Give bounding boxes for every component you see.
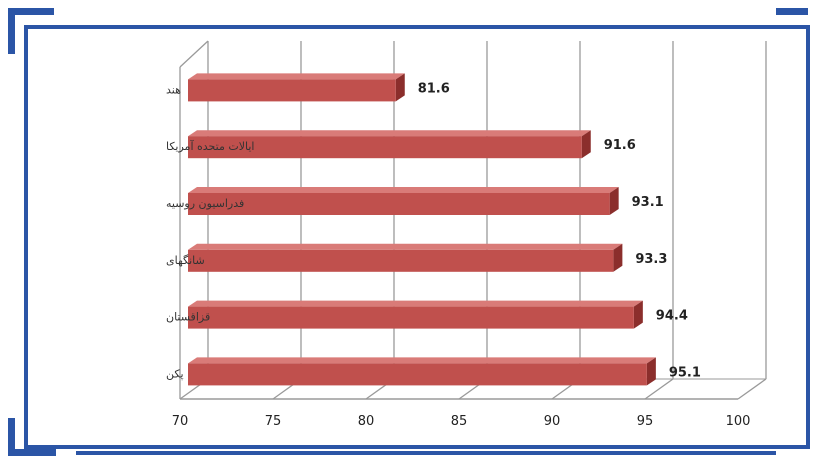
frame-corner-bottom-left-h	[8, 449, 56, 456]
data-label: 93.1	[632, 195, 664, 210]
x-tick-label: 95	[637, 414, 654, 429]
x-tick-label: 85	[451, 414, 468, 429]
category-label: فدراسیون روسیه	[166, 197, 244, 210]
bar-top-face	[188, 73, 405, 80]
bar-side-face	[581, 130, 591, 159]
left-wall-top-edge	[179, 40, 209, 68]
bar-front-face	[188, 306, 634, 329]
bar-front-face	[188, 363, 647, 386]
x-tick-label: 100	[726, 414, 751, 429]
frame-corner-top-right	[776, 8, 808, 15]
labels-layer: 70 75 80 85 90 95 100 هند 81.6 ایالات متحده آمریک…	[166, 81, 750, 429]
bar	[188, 357, 656, 386]
bar	[188, 130, 591, 159]
bar-side-face	[633, 300, 643, 329]
data-label: 93.3	[635, 252, 667, 267]
category-label: شانگهای	[166, 254, 205, 267]
category-label: قزاقستان	[166, 311, 210, 324]
category-label: پکن	[166, 367, 184, 380]
frame-corner-top-left-v	[8, 8, 15, 54]
frame-border	[24, 25, 810, 449]
bar-side-face	[646, 357, 656, 386]
category-label: هند	[166, 83, 181, 96]
frame-corner-top-left-h	[8, 8, 54, 15]
grid-floor-line	[737, 378, 767, 400]
data-label: 91.6	[604, 138, 636, 153]
bar-side-face	[395, 73, 405, 102]
bar	[188, 300, 643, 329]
bar-top-face	[188, 187, 619, 193]
frame-corner-bottom-left-v	[8, 418, 15, 456]
grid-floor-line	[644, 378, 674, 400]
x-tick-label: 80	[358, 414, 375, 429]
bar	[188, 187, 619, 215]
bar-top-face	[188, 243, 623, 250]
bar	[188, 243, 623, 272]
bars-layer	[188, 73, 656, 386]
data-label: 81.6	[418, 81, 450, 96]
bar	[188, 73, 405, 102]
bar-side-face	[613, 243, 623, 272]
bar-side-face	[609, 187, 619, 215]
data-label: 94.4	[656, 309, 688, 324]
bar-front-face	[188, 249, 614, 272]
bar-front-face	[188, 193, 610, 215]
frame-bottom-edge	[76, 451, 776, 455]
bar-top-face	[188, 300, 643, 307]
data-label: 95.1	[669, 365, 701, 380]
bar-top-face	[188, 130, 591, 137]
category-label: ایالات متحده آمریکا	[166, 139, 254, 153]
bar-front-face	[188, 136, 582, 159]
x-tick-label: 70	[172, 414, 189, 429]
x-tick-label: 75	[265, 414, 282, 429]
bar-top-face	[188, 357, 656, 364]
x-tick-label: 90	[544, 414, 561, 429]
bar-front-face	[188, 79, 396, 102]
